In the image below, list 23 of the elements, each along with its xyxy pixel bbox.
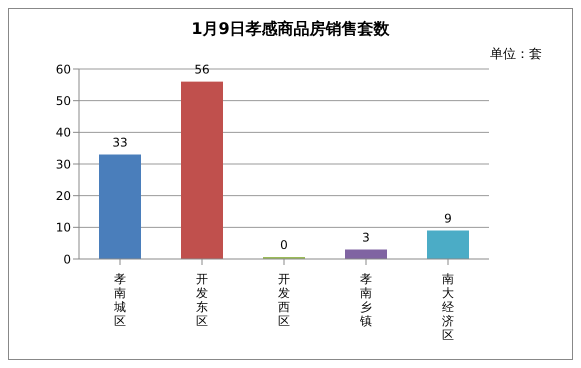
data-label: 3: [362, 230, 370, 244]
bar: [99, 154, 141, 259]
bar: [345, 250, 387, 259]
x-tick-label: 孝南城区: [113, 272, 126, 328]
y-tick-label: 0: [63, 252, 71, 266]
y-tick-label: 40: [56, 126, 71, 140]
chart-title: 1月9日孝感商品房销售套数: [190, 19, 391, 40]
x-tick-label: 南大经济区: [442, 272, 454, 342]
y-tick-label: 20: [56, 188, 71, 203]
x-tick-label: 孝南乡镇: [359, 272, 372, 328]
data-label: 56: [194, 62, 210, 77]
bar: [427, 230, 469, 259]
y-tick-label: 10: [56, 220, 71, 235]
data-label: 9: [444, 212, 452, 226]
x-tick-label: 开发西区: [278, 272, 290, 328]
data-label: 0: [280, 238, 288, 252]
y-tick-label: 30: [56, 157, 71, 172]
bar: [181, 82, 223, 259]
data-label: 33: [112, 136, 128, 150]
y-tick-label: 50: [56, 94, 71, 108]
text: 单位：套: [490, 46, 542, 63]
x-tick-label: 开发东区: [196, 272, 208, 328]
y-tick-label: 60: [56, 62, 71, 76]
